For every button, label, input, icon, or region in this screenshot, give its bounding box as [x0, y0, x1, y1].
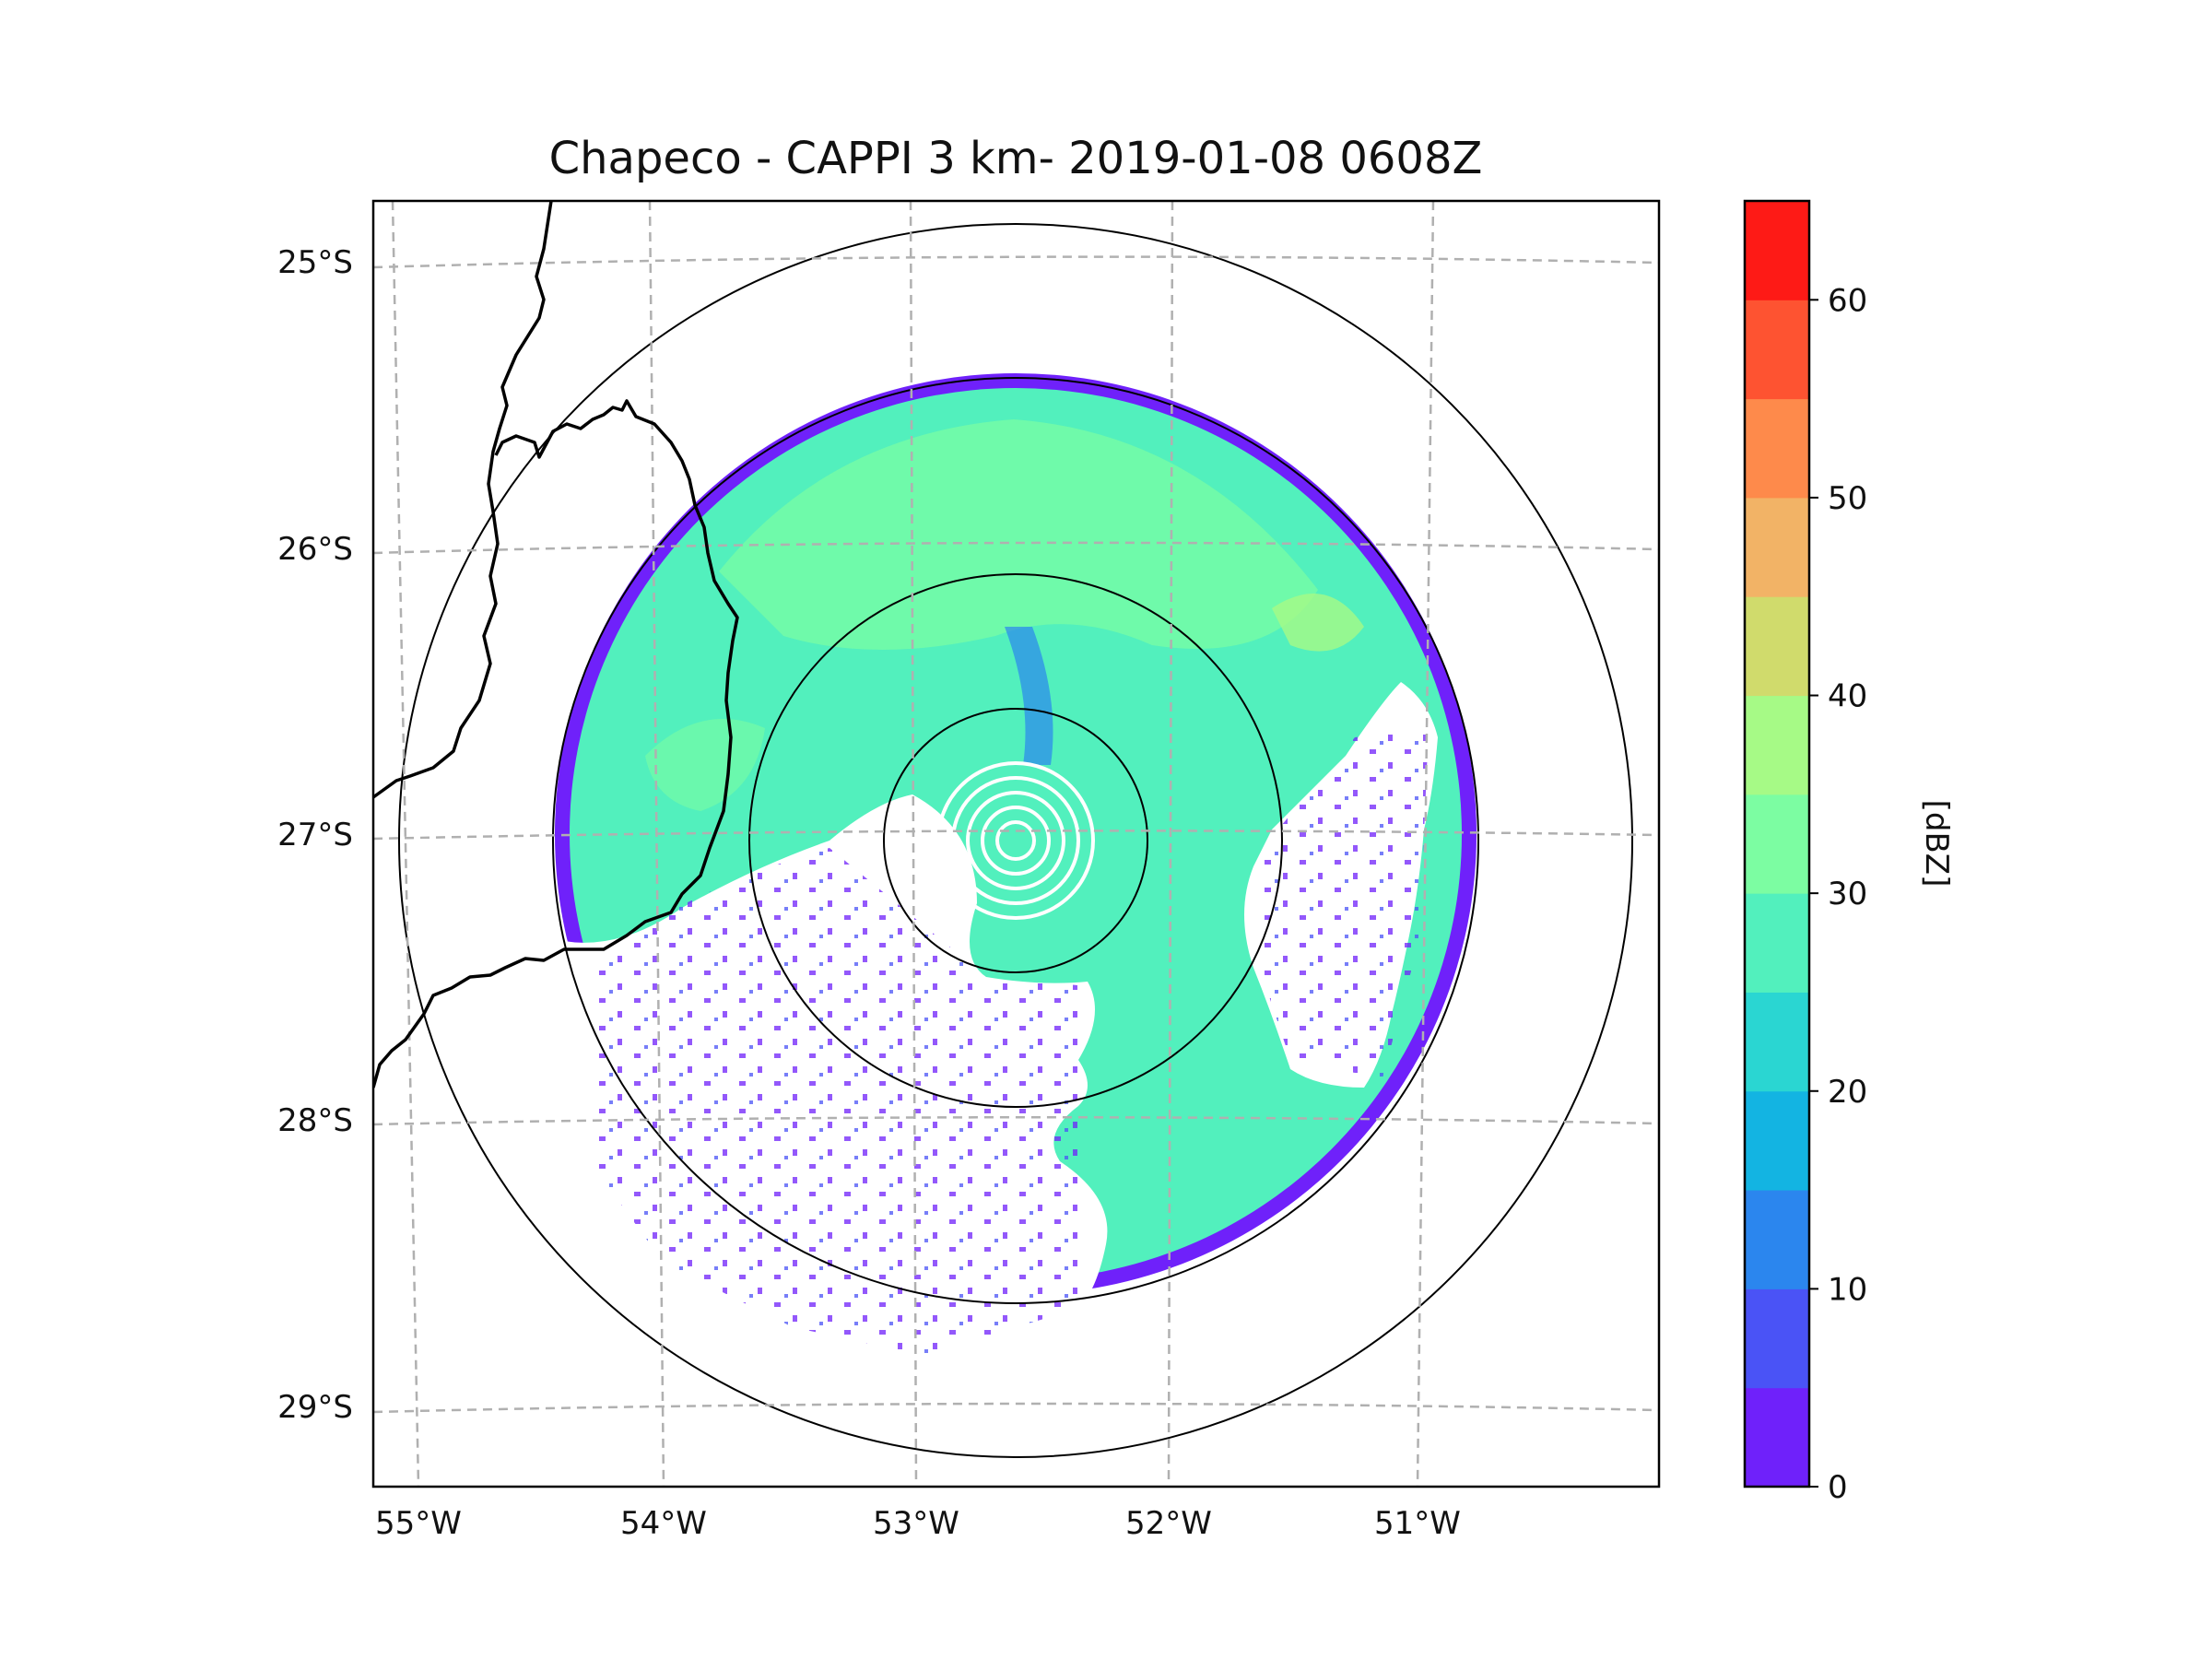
speckle-sw	[590, 848, 1088, 1355]
colorbar-frame	[1743, 199, 1811, 1488]
y-tick-label-2: 27°S	[277, 817, 353, 853]
colorbar-segment	[1745, 794, 1809, 894]
colorbar-ticks: 0 10 20 30 40 50 60	[1809, 282, 1867, 1506]
colorbar-tick-label: 20	[1828, 1074, 1867, 1111]
gridline-lon-51	[1416, 201, 1435, 1487]
range-ring-1	[883, 708, 1148, 973]
range-ring-3	[552, 377, 1479, 1304]
country-borders	[373, 201, 739, 1088]
colorbar-tick-label: 50	[1828, 480, 1867, 517]
colorbar-tick-label: 10	[1828, 1271, 1867, 1308]
colorbar-segment	[1745, 201, 1809, 300]
colorbar-segment	[1745, 596, 1809, 697]
gridline-lon-53	[909, 201, 918, 1487]
gridline-lon-54	[648, 201, 665, 1487]
gridline-lat-28	[373, 1115, 1659, 1126]
x-tick-label-3: 52°W	[1125, 1505, 1212, 1542]
near-radar-clutter-rings	[936, 761, 1095, 920]
colorbar-label: [dBZ]	[1918, 800, 1955, 888]
speckle-east	[1253, 728, 1429, 1078]
colorbar-tick-label: 30	[1828, 876, 1867, 912]
y-tick-label-1: 26°S	[277, 531, 353, 568]
colorbar-tick-label: 60	[1828, 282, 1867, 319]
chart-title: Chapeco - CAPPI 3 km- 2019-01-08 0608Z	[549, 133, 1483, 184]
range-rings	[398, 223, 1633, 1458]
range-ring-4	[398, 223, 1633, 1458]
echo-weak-band	[1005, 627, 1053, 765]
gridline-lon-55	[391, 201, 420, 1487]
graticule	[373, 201, 1659, 1487]
radar-reflectivity-field	[542, 373, 1477, 1364]
colorbar-segment	[1745, 992, 1809, 1092]
border-argentina-brazil	[373, 399, 739, 1088]
gridline-lat-27	[373, 830, 1659, 841]
gridline-lon-52	[1167, 201, 1174, 1487]
x-axis-ticks: 55°W 54°W 53°W 52°W 51°W	[375, 1505, 1461, 1542]
x-tick-label-1: 54°W	[620, 1505, 707, 1542]
colorbar-tick-label: 0	[1828, 1469, 1848, 1506]
colorbar-tick-label: 40	[1828, 678, 1867, 715]
map-frame	[371, 199, 1661, 1488]
gridline-lat-29	[373, 1402, 1659, 1414]
colorbar-segment	[1745, 1190, 1809, 1289]
gridline-lat-25	[373, 255, 1659, 269]
colorbar-segment	[1745, 695, 1809, 795]
y-tick-label-3: 28°S	[277, 1102, 353, 1139]
echo-core-spot	[1272, 594, 1364, 652]
range-ring-2	[748, 573, 1283, 1108]
gridline-lat-26	[373, 541, 1659, 555]
x-tick-label-4: 51°W	[1374, 1505, 1461, 1542]
colorbar-segment	[1745, 398, 1809, 499]
map-area	[373, 201, 1659, 1487]
colorbar-segment	[1745, 1288, 1809, 1389]
y-tick-label-4: 29°S	[277, 1389, 353, 1426]
x-tick-label-2: 53°W	[873, 1505, 959, 1542]
colorbar-segments	[1745, 201, 1809, 1488]
echo-core-north	[719, 419, 1318, 650]
colorbar-segment	[1745, 1387, 1809, 1488]
echo-core-sw	[645, 719, 765, 811]
x-tick-label-0: 55°W	[375, 1505, 462, 1542]
colorbar-segment	[1745, 1090, 1809, 1191]
colorbar-segment	[1745, 893, 1809, 993]
colorbar-segment	[1745, 300, 1809, 400]
y-tick-label-0: 25°S	[277, 244, 353, 281]
y-axis-ticks: 25°S 26°S 27°S 28°S 29°S	[277, 244, 353, 1426]
border-paraguay-argentina	[373, 201, 553, 799]
colorbar-segment	[1745, 497, 1809, 597]
colorbar: 0 10 20 30 40 50 60 [dBZ]	[1743, 199, 1955, 1506]
